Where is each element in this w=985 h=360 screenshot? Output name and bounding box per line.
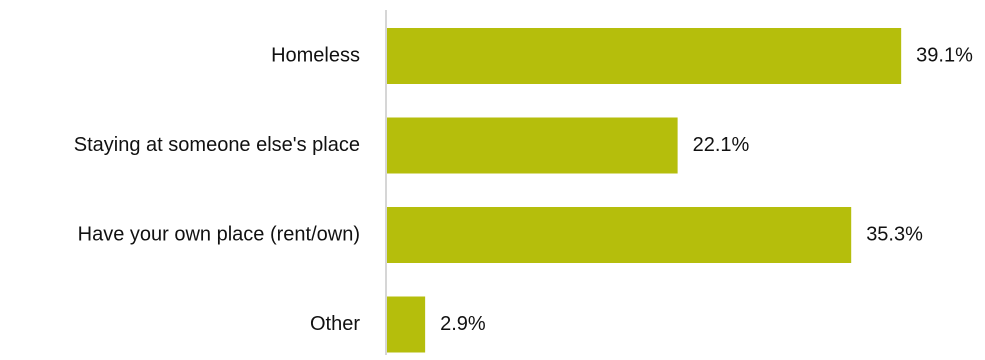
labels-group: Homeless 39.1% Staying at someone else's p… — [74, 44, 973, 335]
value-label: 35.3% — [866, 223, 923, 245]
bar-0 — [387, 28, 902, 84]
value-label: 39.1% — [916, 44, 973, 66]
bar-2 — [387, 207, 852, 263]
bar-1 — [387, 117, 678, 174]
value-label: 22.1% — [693, 134, 750, 156]
bars-group — [387, 28, 902, 353]
category-label: Other — [310, 313, 360, 335]
category-label: Homeless — [271, 44, 360, 66]
value-label: 2.9% — [440, 313, 486, 335]
category-label: Have your own place (rent/own) — [78, 223, 360, 245]
category-label: Staying at someone else's place — [74, 134, 360, 156]
bar-3 — [387, 296, 426, 353]
